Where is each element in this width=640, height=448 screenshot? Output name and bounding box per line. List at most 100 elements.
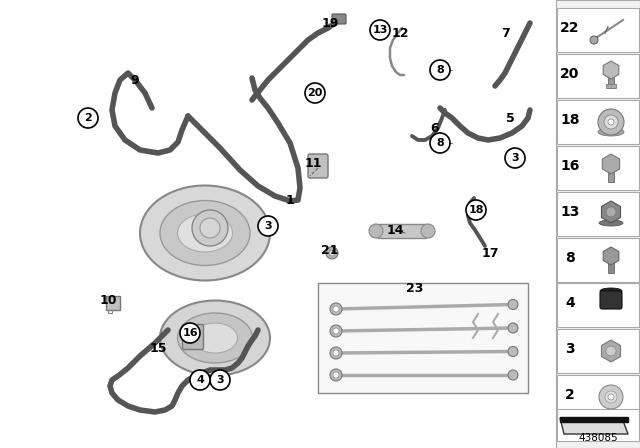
Ellipse shape — [177, 214, 232, 252]
Text: 21: 21 — [321, 244, 339, 257]
Ellipse shape — [193, 323, 237, 353]
Text: 3: 3 — [264, 221, 272, 231]
Text: 4: 4 — [565, 296, 575, 310]
Circle shape — [369, 224, 383, 238]
Text: 3: 3 — [565, 342, 575, 356]
Circle shape — [333, 306, 339, 312]
Text: 7: 7 — [500, 26, 509, 39]
Circle shape — [330, 303, 342, 315]
Text: 5: 5 — [506, 112, 515, 125]
Text: 10: 10 — [99, 293, 116, 306]
Polygon shape — [604, 61, 619, 79]
Circle shape — [599, 385, 623, 409]
Circle shape — [210, 370, 230, 390]
Ellipse shape — [160, 201, 250, 266]
Bar — [557, 329, 639, 373]
Bar — [378, 224, 426, 238]
Circle shape — [505, 148, 525, 168]
Ellipse shape — [599, 220, 623, 226]
Circle shape — [604, 115, 618, 129]
Text: 8: 8 — [565, 251, 575, 265]
Text: 20: 20 — [307, 88, 323, 98]
FancyBboxPatch shape — [182, 324, 204, 349]
Circle shape — [330, 369, 342, 381]
Bar — [560, 417, 628, 422]
Circle shape — [430, 60, 450, 80]
Text: 2: 2 — [84, 113, 92, 123]
Text: 18: 18 — [468, 205, 484, 215]
Ellipse shape — [177, 313, 253, 363]
Text: 16: 16 — [560, 159, 580, 173]
Text: 9: 9 — [131, 73, 140, 86]
Text: 23: 23 — [406, 281, 424, 294]
Polygon shape — [560, 418, 628, 434]
Bar — [557, 238, 639, 282]
Polygon shape — [602, 340, 621, 362]
Bar — [557, 8, 639, 52]
Circle shape — [606, 346, 616, 356]
Circle shape — [305, 83, 325, 103]
Text: 19: 19 — [321, 17, 339, 30]
FancyBboxPatch shape — [332, 14, 346, 24]
Circle shape — [192, 210, 228, 246]
Circle shape — [200, 218, 220, 238]
Bar — [608, 164, 614, 182]
Circle shape — [430, 133, 450, 153]
Bar — [106, 296, 120, 310]
Circle shape — [190, 370, 210, 390]
Circle shape — [326, 247, 338, 259]
Ellipse shape — [140, 185, 270, 280]
Text: 12: 12 — [391, 26, 409, 39]
Text: 6: 6 — [431, 121, 439, 134]
Circle shape — [180, 323, 200, 343]
Circle shape — [605, 391, 617, 403]
Text: 8: 8 — [436, 138, 444, 148]
Text: 16: 16 — [182, 328, 198, 338]
Bar — [557, 146, 639, 190]
Text: 20: 20 — [560, 67, 580, 81]
Text: 2: 2 — [565, 388, 575, 402]
Circle shape — [508, 323, 518, 333]
Polygon shape — [604, 247, 619, 265]
FancyBboxPatch shape — [600, 291, 622, 309]
Polygon shape — [602, 154, 620, 174]
Bar — [557, 192, 639, 236]
Circle shape — [330, 347, 342, 359]
Bar — [557, 54, 639, 98]
Circle shape — [508, 300, 518, 310]
Text: 22: 22 — [560, 21, 580, 35]
Bar — [608, 70, 614, 88]
Circle shape — [333, 372, 339, 378]
Text: 1: 1 — [285, 194, 294, 207]
Circle shape — [421, 224, 435, 238]
Text: 8: 8 — [436, 65, 444, 75]
Circle shape — [606, 207, 616, 217]
Circle shape — [598, 109, 624, 135]
Circle shape — [508, 346, 518, 357]
Circle shape — [608, 119, 614, 125]
Circle shape — [333, 350, 339, 356]
Bar — [556, 0, 640, 448]
Bar — [606, 84, 616, 88]
Ellipse shape — [598, 128, 624, 136]
Text: 3: 3 — [216, 375, 224, 385]
Text: 13: 13 — [372, 25, 388, 35]
Bar — [608, 256, 614, 273]
Bar — [318, 283, 528, 393]
Circle shape — [333, 328, 339, 334]
Ellipse shape — [600, 288, 622, 294]
Text: 17: 17 — [481, 246, 499, 259]
Text: 13: 13 — [560, 205, 580, 219]
Circle shape — [608, 394, 614, 400]
Bar — [557, 100, 639, 144]
Circle shape — [370, 20, 390, 40]
Bar — [557, 283, 639, 327]
Circle shape — [258, 216, 278, 236]
Circle shape — [330, 325, 342, 337]
Circle shape — [466, 200, 486, 220]
Polygon shape — [602, 201, 621, 223]
Text: 11: 11 — [304, 156, 322, 169]
Text: 18: 18 — [560, 113, 580, 127]
Circle shape — [329, 250, 335, 256]
Text: 438085: 438085 — [578, 433, 618, 443]
